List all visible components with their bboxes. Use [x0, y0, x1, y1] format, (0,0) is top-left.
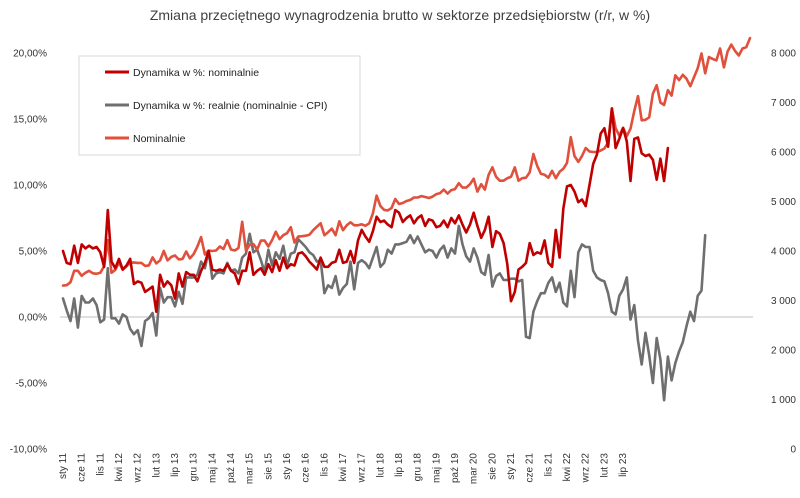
right-axis-tick-label: 8 000 — [771, 49, 796, 60]
x-axis-tick-label: cze 21 — [525, 453, 536, 483]
left-axis-tick-label: -5,00% — [15, 379, 47, 390]
left-axis-tick-label: 15,00% — [13, 115, 47, 126]
x-axis-tick-label: paź 19 — [450, 453, 461, 483]
series-line-nominal-wage — [61, 36, 752, 287]
x-axis-tick-label: lut 23 — [599, 453, 610, 478]
x-axis-tick-label: gru 13 — [189, 453, 200, 482]
left-axis-tick-label: -10,00% — [10, 445, 47, 456]
x-axis-tick-label: wrz 22 — [581, 453, 592, 484]
x-axis-tick-label: lip 18 — [394, 453, 405, 477]
x-axis-tick-label: sty 11 — [58, 453, 69, 479]
x-axis-tick-label: kwi 12 — [114, 453, 125, 482]
right-axis-tick-label: 3 000 — [771, 296, 796, 307]
x-axis-tick-label: cze 11 — [77, 453, 88, 482]
left-axis-tick-label: 0,00% — [19, 313, 47, 324]
x-axis-tick-label: maj 14 — [207, 453, 218, 483]
right-axis-tick-label: 6 000 — [771, 148, 796, 159]
x-axis-tick-label: kwi 17 — [338, 453, 349, 482]
legend: Dynamika w %: nominalnie Dynamika w %: r… — [78, 55, 361, 156]
legend-label-real-dynamics: Dynamika w %: realnie (nominalnie - CPI) — [133, 100, 327, 112]
legend-label-nominal-dynamics: Dynamika w %: nominalnie — [133, 67, 259, 79]
x-axis-tick-label: sie 15 — [263, 453, 274, 480]
legend-label-nominal-wage: Nominalnie — [133, 133, 186, 145]
x-axis-tick-label: sty 21 — [506, 453, 517, 480]
right-axis-tick-label: 2 000 — [771, 346, 796, 357]
x-axis-ticks: sty 11 cze 11 lis 11 kwi 12 wrz 12 lut 13 lip … — [58, 453, 629, 485]
right-axis-tick-label: 4 000 — [771, 247, 796, 258]
x-axis-tick-label: paź 14 — [226, 453, 237, 483]
x-axis-tick-label: cze 16 — [301, 453, 312, 483]
series-layer — [61, 36, 752, 402]
series-line-real-dynamics — [61, 224, 707, 402]
x-axis-tick-label: lis 21 — [543, 453, 554, 477]
x-axis-tick-label: lut 13 — [151, 453, 162, 478]
x-axis-tick-label: maj 19 — [431, 453, 442, 483]
x-axis-tick-label: lis 16 — [319, 453, 330, 477]
left-axis-tick-label: 10,00% — [13, 181, 47, 192]
right-axis-ticks: 0 1 000 2 000 3 000 4 000 5 000 6 000 7 000 8 00… — [771, 49, 796, 456]
x-axis-tick-label: lip 23 — [618, 453, 629, 477]
x-axis-tick-label: gru 18 — [413, 453, 424, 482]
series-line-nominal-dynamics — [61, 107, 670, 314]
x-axis-tick-label: sty 16 — [282, 453, 293, 480]
left-axis-tick-label: 5,00% — [19, 247, 47, 258]
right-axis-tick-label: 5 000 — [771, 197, 796, 208]
x-axis-tick-label: sie 20 — [487, 453, 498, 480]
right-axis-tick-label: 1 000 — [771, 395, 796, 406]
x-axis-tick-label: wrz 12 — [133, 453, 144, 484]
x-axis-tick-label: mar 15 — [245, 453, 256, 485]
x-axis-tick-label: wrz 17 — [357, 453, 368, 484]
right-axis-tick-label: 7 000 — [771, 98, 796, 109]
x-axis-tick-label: mar 20 — [469, 453, 480, 485]
left-axis-ticks: -10,00% -5,00% 0,00% 5,00% 10,00% 15,00% 20,00… — [10, 49, 47, 456]
left-axis-tick-label: 20,00% — [13, 49, 47, 60]
x-axis-tick-label: lip 13 — [170, 453, 181, 477]
x-axis-tick-label: lis 11 — [95, 453, 106, 476]
chart-title: Zmiana przeciętnego wynagrodzenia brutto… — [150, 7, 650, 23]
x-axis-tick-label: kwi 22 — [562, 453, 573, 482]
right-axis-tick-label: 0 — [790, 445, 796, 456]
x-axis-tick-label: lut 18 — [375, 453, 386, 478]
